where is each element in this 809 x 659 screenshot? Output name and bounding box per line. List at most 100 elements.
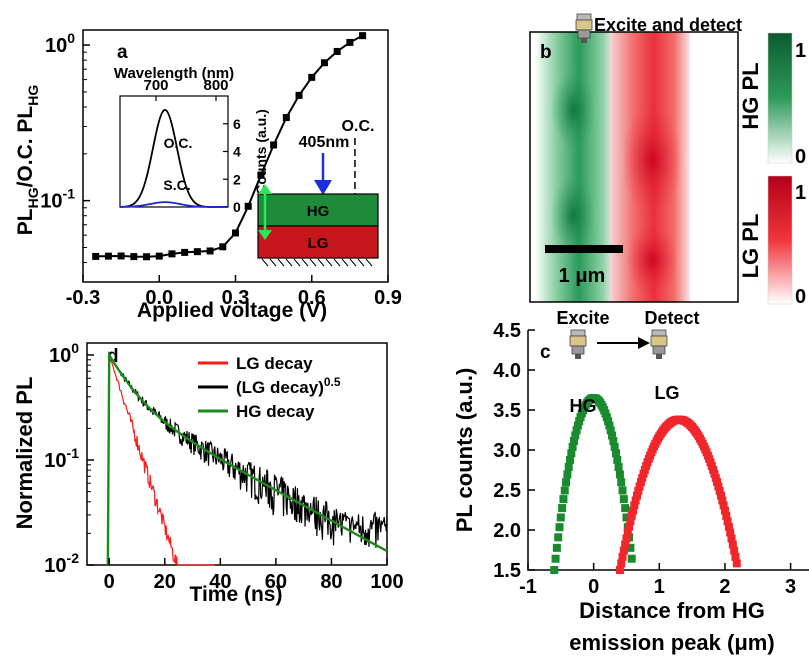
- panel-c-x-tick-label: -1: [519, 576, 537, 598]
- hg-hotspot-1: [551, 70, 595, 150]
- hg-series-label: HG: [570, 396, 597, 416]
- excite-label: Excite: [556, 308, 609, 328]
- inset-x-tick-label: 700: [143, 77, 168, 94]
- hg-point: [575, 417, 584, 426]
- panel-a-point: [333, 47, 341, 55]
- hatch-line: [301, 258, 309, 267]
- hg-point: [614, 462, 623, 471]
- laser-arrow-head: [314, 180, 332, 195]
- substrate-hatching: [261, 258, 373, 267]
- panel-a-point: [346, 38, 354, 46]
- lg-point: [727, 534, 736, 543]
- panel-a-x-ticks: -0.3 0.0 0.3 0.6 0.9: [66, 275, 402, 309]
- hg-point: [566, 455, 575, 464]
- hg-point: [618, 486, 627, 495]
- hatch-line: [261, 258, 269, 267]
- panel-d-x-tick-label: 40: [209, 571, 231, 593]
- hatch-line: [349, 258, 357, 267]
- panel-d-x-tick-label: 60: [265, 571, 287, 593]
- lg-colorbar: [767, 175, 793, 305]
- panel-c-x-label-line2: emission peak (μm): [569, 630, 774, 655]
- hatch-line: [341, 258, 349, 267]
- panel-d-y-tick-label: 10-1: [44, 445, 79, 472]
- lg-point: [626, 517, 635, 526]
- excite-and-detect-label: Excite and detect: [594, 15, 742, 35]
- panel-a-x-label: Applied voltage (V): [137, 299, 327, 322]
- lg-colorbar-max: 1: [795, 182, 806, 204]
- panel-c-x-ticks: -1 0 1 2 3: [519, 563, 796, 598]
- panel-a-point: [282, 114, 290, 122]
- laser-wavelength-label: 405nm: [299, 134, 350, 151]
- hatch-line: [325, 258, 333, 267]
- lg-hotspot-1: [622, 105, 682, 215]
- hatch-line: [269, 258, 277, 267]
- panel-a-x-tick-label: 0.3: [222, 287, 250, 309]
- lg-point: [713, 478, 722, 487]
- panel-a-point: [244, 202, 252, 210]
- inset-y-tick-label: 6: [233, 116, 241, 132]
- inset-x-label: Wavelength (nm): [114, 65, 234, 82]
- lg-point: [731, 552, 740, 561]
- panel-a-point: [206, 247, 214, 255]
- panel-c-y-tick-label: 3.0: [493, 440, 521, 462]
- hg-point: [555, 523, 564, 532]
- inset-sc-label: S.C.: [163, 177, 190, 193]
- hatch-line: [333, 258, 341, 267]
- panel-d-x-tick-label: 80: [320, 571, 342, 593]
- panel-d-series: [106, 350, 388, 566]
- hg-layer-label: HG: [307, 203, 330, 220]
- hg-point: [552, 543, 561, 552]
- hg-colorbar-max: 1: [795, 40, 806, 62]
- panel-d-x-tick-label: 100: [370, 571, 403, 593]
- panel-a-x-tick-label: -0.3: [66, 287, 100, 309]
- lg-point: [619, 546, 628, 555]
- panel-c: c Excite Detect -1 0 1 2 3 1.5 2.0 2.5 3.0 3.5 4.…: [452, 308, 809, 655]
- panel-a: a -0.3 0.0 0.3 0.6 0.9 100 10-1 Applied volta…: [14, 29, 402, 322]
- lg-point: [719, 501, 728, 510]
- hg-colorbar-label: HG PL: [738, 62, 763, 129]
- hg-point: [613, 455, 622, 464]
- panel-a-point: [308, 73, 316, 81]
- panel-a-x-tick-label: 0.9: [374, 287, 402, 309]
- hg-point: [567, 449, 576, 458]
- panel-c-y-tick-label: 1.5: [493, 560, 521, 582]
- hg-point: [626, 543, 635, 552]
- green-double-arrow: [258, 184, 272, 240]
- panel-a-y-ticks: 100 10-1: [40, 30, 90, 264]
- objective-icon-excite: [569, 329, 587, 360]
- panel-a-point: [92, 252, 100, 260]
- hg-point: [568, 442, 577, 451]
- panel-c-x-tick-label: 0: [588, 576, 599, 598]
- panel-a-point: [219, 243, 227, 251]
- panel-b: b Excite and detect 1 μm 1 0 HG PL 1 0 L…: [529, 13, 806, 308]
- lg-point: [722, 511, 731, 520]
- lg-point: [622, 534, 631, 543]
- panel-d-x-label: Time (ns): [190, 583, 283, 606]
- hatch-line: [293, 258, 301, 267]
- lg-layer: [257, 225, 379, 259]
- lg-point: [718, 496, 727, 505]
- lg-point: [629, 506, 638, 515]
- lg-decay-sqrt-curve: [107, 353, 388, 566]
- lg-series-label: LG: [655, 383, 680, 403]
- excite-detect-arrowhead: [638, 337, 650, 349]
- panel-c-x-label-line1: Distance from HG: [579, 598, 765, 623]
- lg-point: [730, 546, 739, 555]
- hatch-line: [317, 258, 325, 267]
- detect-label: Detect: [644, 308, 699, 328]
- panel-a-point: [143, 253, 151, 261]
- panel-d-x-ticks: 0 20 40 60 80 100: [104, 558, 404, 593]
- hg-point: [611, 449, 620, 458]
- panel-a-point: [359, 32, 367, 40]
- panel-a-point: [130, 253, 138, 261]
- lg-point: [720, 506, 729, 515]
- lg-layer-label: LG: [308, 235, 329, 252]
- hg-point: [560, 486, 569, 495]
- panel-d-y-ticks: 100 10-1 10-2: [44, 340, 94, 577]
- lg-point: [621, 540, 630, 549]
- panel-d-legend: LG decay (LG decay)0.5 HG decay: [192, 347, 384, 431]
- panel-a-point: [193, 248, 201, 256]
- panel-a-point: [270, 141, 278, 149]
- panel-c-y-label: PL counts (a.u.): [452, 368, 477, 533]
